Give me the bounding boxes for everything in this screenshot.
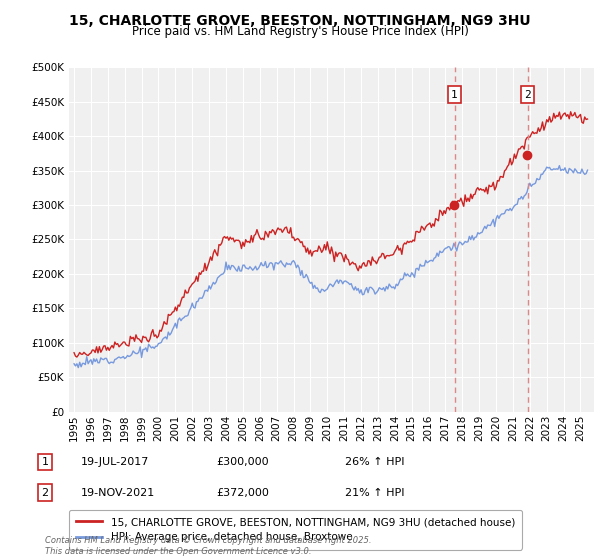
Text: 15, CHARLOTTE GROVE, BEESTON, NOTTINGHAM, NG9 3HU: 15, CHARLOTTE GROVE, BEESTON, NOTTINGHAM… [69, 14, 531, 28]
Text: £300,000: £300,000 [216, 457, 269, 467]
Text: Contains HM Land Registry data © Crown copyright and database right 2025.
This d: Contains HM Land Registry data © Crown c… [45, 536, 371, 556]
Legend: 15, CHARLOTTE GROVE, BEESTON, NOTTINGHAM, NG9 3HU (detached house), HPI: Average: 15, CHARLOTTE GROVE, BEESTON, NOTTINGHAM… [69, 510, 523, 549]
Text: 2: 2 [41, 488, 49, 498]
Text: 19-JUL-2017: 19-JUL-2017 [81, 457, 149, 467]
Text: 26% ↑ HPI: 26% ↑ HPI [345, 457, 404, 467]
Text: 1: 1 [41, 457, 49, 467]
Text: Price paid vs. HM Land Registry's House Price Index (HPI): Price paid vs. HM Land Registry's House … [131, 25, 469, 38]
Text: 21% ↑ HPI: 21% ↑ HPI [345, 488, 404, 498]
Text: 19-NOV-2021: 19-NOV-2021 [81, 488, 155, 498]
Text: £372,000: £372,000 [216, 488, 269, 498]
Text: 1: 1 [451, 90, 458, 100]
Text: 2: 2 [524, 90, 531, 100]
